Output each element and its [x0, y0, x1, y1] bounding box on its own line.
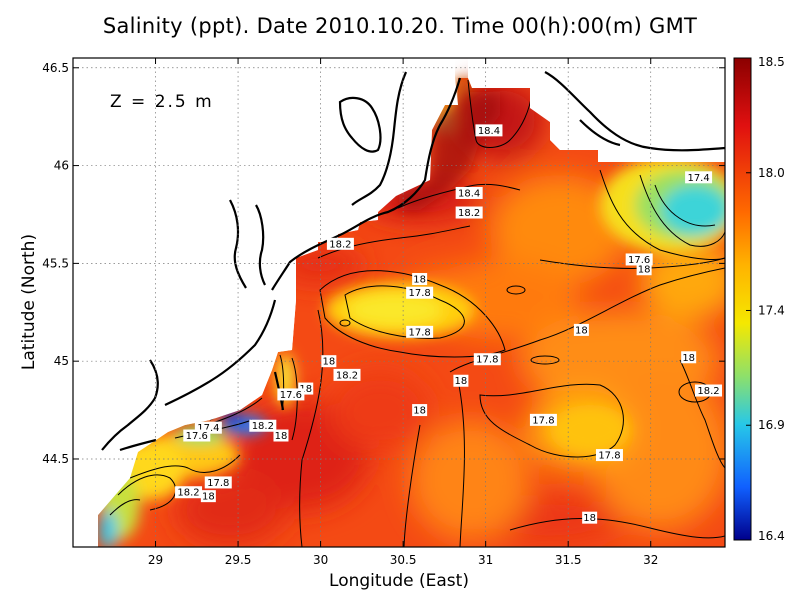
contour-label: 18 [681, 351, 697, 364]
contour-label-text: 17.8 [409, 288, 431, 299]
contour-label-text: 18 [275, 431, 288, 442]
contour-label: 17.6 [625, 253, 653, 266]
contour-label: 17.6 [183, 429, 211, 442]
contour-label-text: 18 [202, 492, 215, 503]
contour-label: 18 [582, 511, 598, 524]
contour-label: 18 [453, 374, 469, 387]
contour-label: 18 [412, 404, 428, 417]
grid [73, 58, 725, 547]
contour-label-text: 18.4 [458, 188, 480, 199]
contour-label-text: 18.2 [329, 239, 351, 250]
contour-label-text: 17.8 [532, 415, 554, 426]
x-tick-label: 32 [643, 553, 658, 567]
y-tick-label: 46 [54, 159, 69, 173]
contour-label-text: 18.2 [697, 386, 719, 397]
contour-label-text: 18 [413, 406, 426, 417]
colorbar-tick-label: 17.4 [758, 303, 785, 317]
contour-label: 18.4 [475, 124, 503, 137]
x-tick-label: 30 [313, 553, 328, 567]
salinity-field [73, 58, 725, 547]
x-tick-label: 31 [478, 553, 493, 567]
contour-label: 18 [412, 273, 428, 286]
land [73, 58, 725, 547]
colorbar-tick-label: 18.5 [758, 55, 785, 69]
contour-label: 18.2 [455, 206, 483, 219]
x-tick-label: 29 [148, 553, 163, 567]
contour-label-text: 18.2 [458, 208, 480, 219]
x-axis-ticks: 29 29.5 30 30.5 31 31.5 32 [148, 58, 658, 567]
contour-label-text: 18 [575, 325, 588, 336]
contour-label-text: 18 [455, 376, 468, 387]
contour-label-text: 18 [638, 265, 651, 276]
contour-label-text: 17.8 [409, 327, 431, 338]
contour-label-text: 17.6 [186, 431, 208, 442]
contour-label: 18.4 [455, 186, 483, 199]
colorbar-tick-label: 16.4 [758, 529, 785, 543]
contour-label-text: 17.6 [280, 390, 302, 401]
contour-label: 17.8 [529, 413, 557, 426]
contour-label-text: 17.6 [628, 255, 650, 266]
contour-label: 17.4 [685, 171, 713, 184]
contour-label: 18.2 [333, 368, 361, 381]
y-tick-label: 45.5 [42, 256, 69, 270]
contour-label: 17.6 [277, 388, 305, 401]
contour-label: 18.2 [694, 384, 722, 397]
contour-label: 18 [573, 323, 589, 336]
colorbar [733, 57, 752, 541]
contour-label-text: 18.2 [177, 488, 199, 499]
contour-label: 18.2 [249, 419, 277, 432]
contour-label-text: 17.8 [476, 355, 498, 366]
contour-label: 18 [321, 355, 337, 368]
contour-label-text: 18 [682, 353, 695, 364]
contour-label: 17.8 [595, 449, 623, 462]
y-tick-label: 46.5 [42, 61, 69, 75]
contour-label-text: 18.4 [478, 126, 500, 137]
contour-label-text: 18 [299, 384, 312, 395]
contour-label-text: 18 [413, 275, 426, 286]
contour-label-text: 18.2 [252, 421, 274, 432]
contour-label-text: 17.8 [207, 478, 229, 489]
depth-label: Z = 2.5 m [110, 92, 214, 112]
x-tick-label: 29.5 [225, 553, 252, 567]
contour-label-text: 17.8 [598, 451, 620, 462]
y-axis-ticks: 46.5 46 45.5 45 44.5 [42, 61, 725, 466]
x-tick-label: 31.5 [555, 553, 582, 567]
contour-label-text: 18 [322, 357, 335, 368]
colorbar-tick-label: 16.9 [758, 418, 785, 432]
contour-label: 17.8 [406, 286, 434, 299]
contour-label: 18.2 [175, 486, 203, 499]
plot-frame [72, 57, 726, 548]
contour-label: 18 [273, 429, 289, 442]
colorbar-tick-label: 18.0 [758, 166, 785, 180]
contour-label: 17.8 [473, 353, 501, 366]
x-tick-label: 30.5 [390, 553, 417, 567]
coastline [101, 71, 725, 452]
contour-label-text: 17.4 [687, 173, 709, 184]
contour-label: 17.8 [406, 325, 434, 338]
y-tick-label: 45 [54, 354, 69, 368]
colorbar-ticks: 18.5 18.0 17.4 16.9 16.4 [746, 55, 785, 543]
x-axis-label: Longitude (East) [329, 571, 469, 591]
contour-label-text: 18.2 [336, 370, 358, 381]
y-tick-label: 44.5 [42, 452, 69, 466]
y-axis-label: Latitude (North) [19, 234, 39, 370]
chart-title: Salinity (ppt). Date 2010.10.20. Time 00… [102, 14, 698, 38]
contour-label: 18 [636, 263, 652, 276]
contour-label: 18 [200, 490, 216, 503]
contour-label: 18.2 [326, 237, 354, 250]
contour-label: 17.8 [204, 476, 232, 489]
contour-label-text: 17.4 [197, 423, 219, 434]
contour-label-text: 18 [583, 513, 596, 524]
